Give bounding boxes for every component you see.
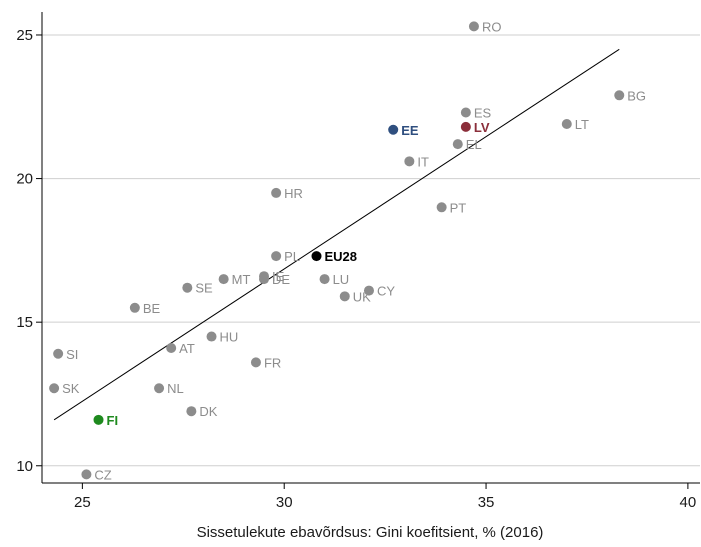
data-point-nl (154, 383, 165, 394)
point-label-sk: SK (62, 381, 80, 396)
point-label-lv: LV (474, 120, 490, 135)
data-point-lu (319, 274, 330, 285)
point-label-it: IT (417, 154, 429, 169)
data-point-se (182, 282, 193, 293)
point-label-es: ES (474, 106, 492, 121)
point-label-cy: CY (377, 284, 395, 299)
x-tick-label: 25 (74, 494, 91, 511)
data-point-cz (81, 469, 92, 480)
point-label-be: BE (143, 301, 161, 316)
point-label-eu28: EU28 (325, 249, 358, 264)
trendline (53, 48, 620, 421)
data-point-si (53, 348, 64, 359)
point-label-ee: EE (401, 123, 419, 138)
point-label-se: SE (195, 281, 213, 296)
point-label-ro: RO (482, 19, 502, 34)
point-label-bg: BG (627, 88, 646, 103)
point-label-nl: NL (167, 381, 184, 396)
point-label-pt: PT (450, 200, 467, 215)
y-tick-label: 10 (16, 458, 33, 475)
point-label-el: EL (466, 137, 482, 152)
data-point-bg (614, 90, 625, 101)
point-label-uk: UK (353, 289, 371, 304)
trend-line (53, 48, 620, 421)
point-label-si: SI (66, 347, 78, 362)
point-label-lt: LT (575, 117, 589, 132)
data-point-fi (93, 414, 104, 425)
data-point-el (452, 139, 463, 150)
axes (41, 12, 700, 484)
data-point-sk (49, 383, 60, 394)
point-label-at: AT (179, 341, 195, 356)
data-point-be (129, 302, 140, 313)
x-tick-label: 35 (478, 494, 495, 511)
data-point-uk (339, 291, 350, 302)
data-points (49, 21, 625, 480)
data-point-pl (271, 251, 282, 262)
data-point-at (166, 343, 177, 354)
point-label-pl: PL (284, 249, 300, 264)
data-point-lv (460, 121, 471, 132)
data-point-de (259, 274, 270, 285)
data-point-dk (186, 406, 197, 417)
point-label-fr: FR (264, 355, 281, 370)
data-point-fr (250, 357, 261, 368)
point-label-ie: IE (272, 269, 285, 284)
data-point-es (460, 107, 471, 118)
data-point-hu (206, 331, 217, 342)
x-tick-label: 30 (276, 494, 293, 511)
point-label-hu: HU (220, 330, 239, 345)
data-point-ro (468, 21, 479, 32)
data-point-cy (363, 285, 374, 296)
point-label-lu: LU (333, 272, 350, 287)
point-label-fi: FI (107, 413, 119, 428)
y-tick-label: 25 (16, 27, 33, 44)
data-point-lt (561, 119, 572, 130)
data-point-ee (388, 124, 399, 135)
y-tick-label: 20 (16, 171, 33, 188)
point-label-cz: CZ (94, 467, 111, 482)
data-point-it (404, 156, 415, 167)
y-tick-label: 15 (16, 314, 33, 331)
data-point-pt (436, 202, 447, 213)
gridlines (42, 34, 700, 467)
point-label-dk: DK (199, 404, 217, 419)
point-label-mt: MT (232, 272, 251, 287)
x-axis-title: Sissetulekute ebavõrdsus: Gini koefitsie… (197, 524, 544, 541)
data-point-mt (218, 274, 229, 285)
point-label-hr: HR (284, 186, 303, 201)
ticks: 10 15 20 25 25 30 35 40 (16, 27, 696, 511)
x-tick-label: 40 (680, 494, 697, 511)
data-point-eu28 (311, 251, 322, 262)
point-label-de: DE (272, 272, 290, 287)
data-point-hr (271, 187, 282, 198)
